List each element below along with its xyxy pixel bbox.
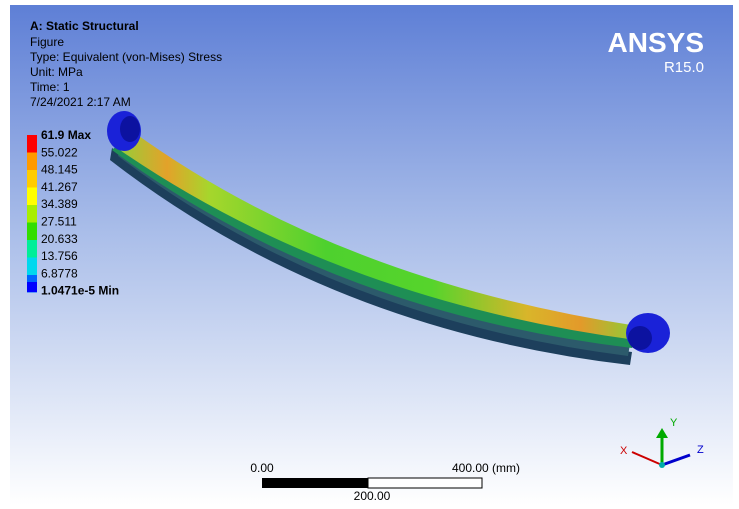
- scale-start: 0.00: [250, 461, 274, 475]
- legend-label: 55.022: [41, 145, 78, 159]
- legend-swatch: [27, 223, 37, 241]
- legend-label: 61.9 Max: [41, 128, 91, 142]
- legend-label: 48.145: [41, 163, 78, 177]
- legend-swatch: [27, 282, 37, 292]
- page: {"header": {"analysis": "A: Static Struc…: [0, 0, 739, 509]
- time: Time: 1: [30, 80, 70, 94]
- legend-label: 27.511: [41, 215, 77, 229]
- x-axis-label: X: [620, 445, 628, 457]
- z-axis-label: Z: [697, 444, 704, 456]
- legend-swatch: [27, 258, 37, 276]
- unit: Unit: MPa: [30, 65, 83, 79]
- front-eye-inner: [120, 116, 140, 142]
- result-type: Type: Equivalent (von-Mises) Stress: [30, 50, 222, 64]
- legend-label: 13.756: [41, 249, 78, 263]
- legend-swatch: [27, 205, 37, 223]
- legend-swatch: [27, 240, 37, 258]
- ansys-logo: ANSYS: [608, 27, 704, 58]
- y-axis-label: Y: [670, 417, 678, 429]
- analysis-title: A: Static Structural: [30, 19, 139, 33]
- scale-middle: 200.00: [354, 489, 391, 503]
- legend-label: 20.633: [41, 232, 78, 246]
- viewport: A: Static Structural Figure Type: Equiva…: [0, 0, 739, 509]
- legend-swatch: [27, 153, 37, 171]
- legend-swatch: [27, 188, 37, 206]
- figure-label: Figure: [30, 35, 64, 49]
- legend-label: 41.267: [41, 180, 78, 194]
- scale-segment: [262, 478, 368, 488]
- legend-swatch: [27, 135, 37, 153]
- legend-label: 1.0471e-5 Min: [41, 284, 119, 298]
- rear-eye-inner: [628, 326, 652, 350]
- legend-swatch: [27, 170, 37, 188]
- legend-label: 34.389: [41, 197, 78, 211]
- date: 7/24/2021 2:17 AM: [30, 95, 131, 109]
- legend-label: 6.8778: [41, 266, 78, 280]
- scale-segment: [368, 478, 482, 488]
- triad-origin: [659, 462, 665, 468]
- ansys-version: R15.0: [664, 59, 704, 76]
- scale-end: 400.00 (mm): [452, 461, 520, 475]
- viewport-background: [10, 5, 733, 505]
